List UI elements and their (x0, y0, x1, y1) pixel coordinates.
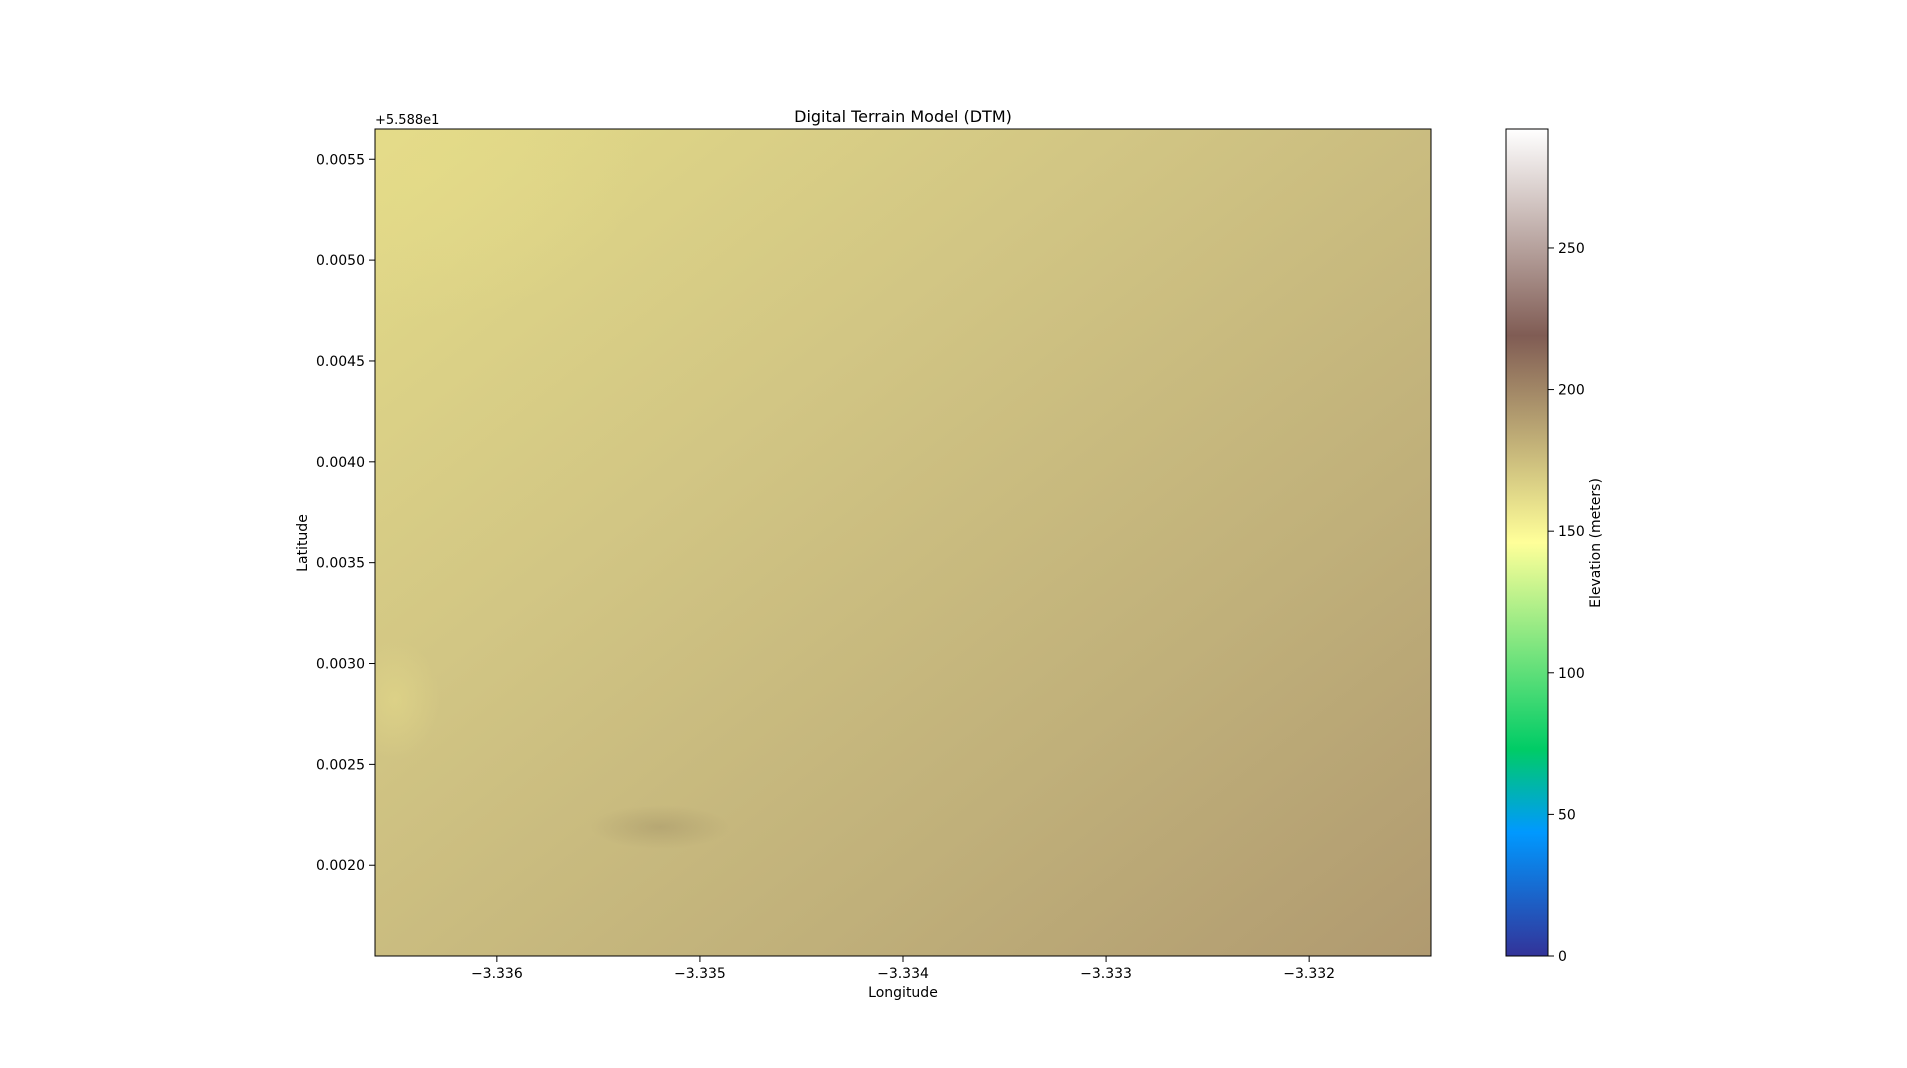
y-axis-ticks: 0.0020 0.0025 0.0030 0.0035 0.0040 0.0045 0.00… (316, 152, 375, 874)
y-tick-label: 0.0020 (316, 858, 365, 874)
x-axis-label: Longitude (868, 985, 938, 1001)
heatmap-hollow (590, 805, 730, 849)
colorbar-tick-label: 150 (1558, 524, 1585, 540)
y-tick-label: 0.0030 (316, 657, 365, 673)
colorbar-tick-label: 0 (1558, 949, 1567, 965)
x-tick-label: −3.335 (674, 966, 726, 982)
y-tick-label: 0.0045 (316, 354, 365, 370)
y-offset-label: +5.588e1 (375, 113, 439, 128)
y-tick-label: 0.0040 (316, 455, 365, 471)
colorbar-label: Elevation (meters) (1588, 478, 1604, 608)
y-tick-label: 0.0025 (316, 757, 365, 773)
colorbar-tick-label: 250 (1558, 241, 1585, 257)
colorbar-tick-label: 200 (1558, 383, 1585, 399)
x-axis-ticks: −3.336 −3.335 −3.334 −3.333 −3.332 (471, 956, 1335, 982)
heatmap-highland (375, 129, 640, 320)
x-tick-label: −3.334 (877, 966, 929, 982)
colorbar-tick-label: 50 (1558, 807, 1576, 823)
heatmap-ridge (375, 640, 440, 760)
colorbar (1505, 128, 1549, 957)
y-tick-label: 0.0055 (316, 152, 365, 168)
x-tick-label: −3.333 (1080, 966, 1132, 982)
y-axis-label: Latitude (295, 514, 311, 572)
x-tick-label: −3.336 (471, 966, 523, 982)
colorbar-ticks: 0 50 100 150 200 250 (1548, 241, 1585, 965)
colorbar-tick-label: 100 (1558, 666, 1585, 682)
heatmap-area (375, 129, 1431, 956)
y-tick-label: 0.0050 (316, 253, 365, 269)
chart-title: Digital Terrain Model (DTM) (794, 107, 1012, 126)
y-tick-label: 0.0035 (316, 556, 365, 572)
x-tick-label: −3.332 (1283, 966, 1335, 982)
